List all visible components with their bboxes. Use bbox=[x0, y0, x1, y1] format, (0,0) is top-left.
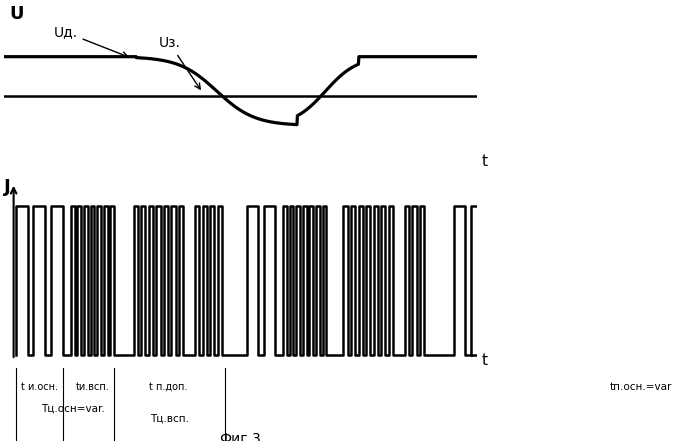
Text: t п.доп.: t п.доп. bbox=[149, 382, 188, 392]
Text: Uз.: Uз. bbox=[159, 36, 200, 89]
Text: tи.всп.: tи.всп. bbox=[76, 382, 109, 392]
Text: t и.осн.: t и.осн. bbox=[21, 382, 58, 392]
Text: J: J bbox=[4, 178, 11, 196]
Text: Фиг.3: Фиг.3 bbox=[220, 432, 261, 441]
Text: tп.осн.=var: tп.осн.=var bbox=[609, 382, 671, 392]
Text: t: t bbox=[482, 154, 487, 169]
Text: U: U bbox=[9, 5, 23, 23]
Text: Uд.: Uд. bbox=[53, 25, 127, 57]
Text: Тц.осн=var.: Тц.осн=var. bbox=[41, 404, 105, 413]
Text: t: t bbox=[482, 353, 487, 368]
Text: Тц.всп.: Тц.всп. bbox=[150, 414, 189, 424]
